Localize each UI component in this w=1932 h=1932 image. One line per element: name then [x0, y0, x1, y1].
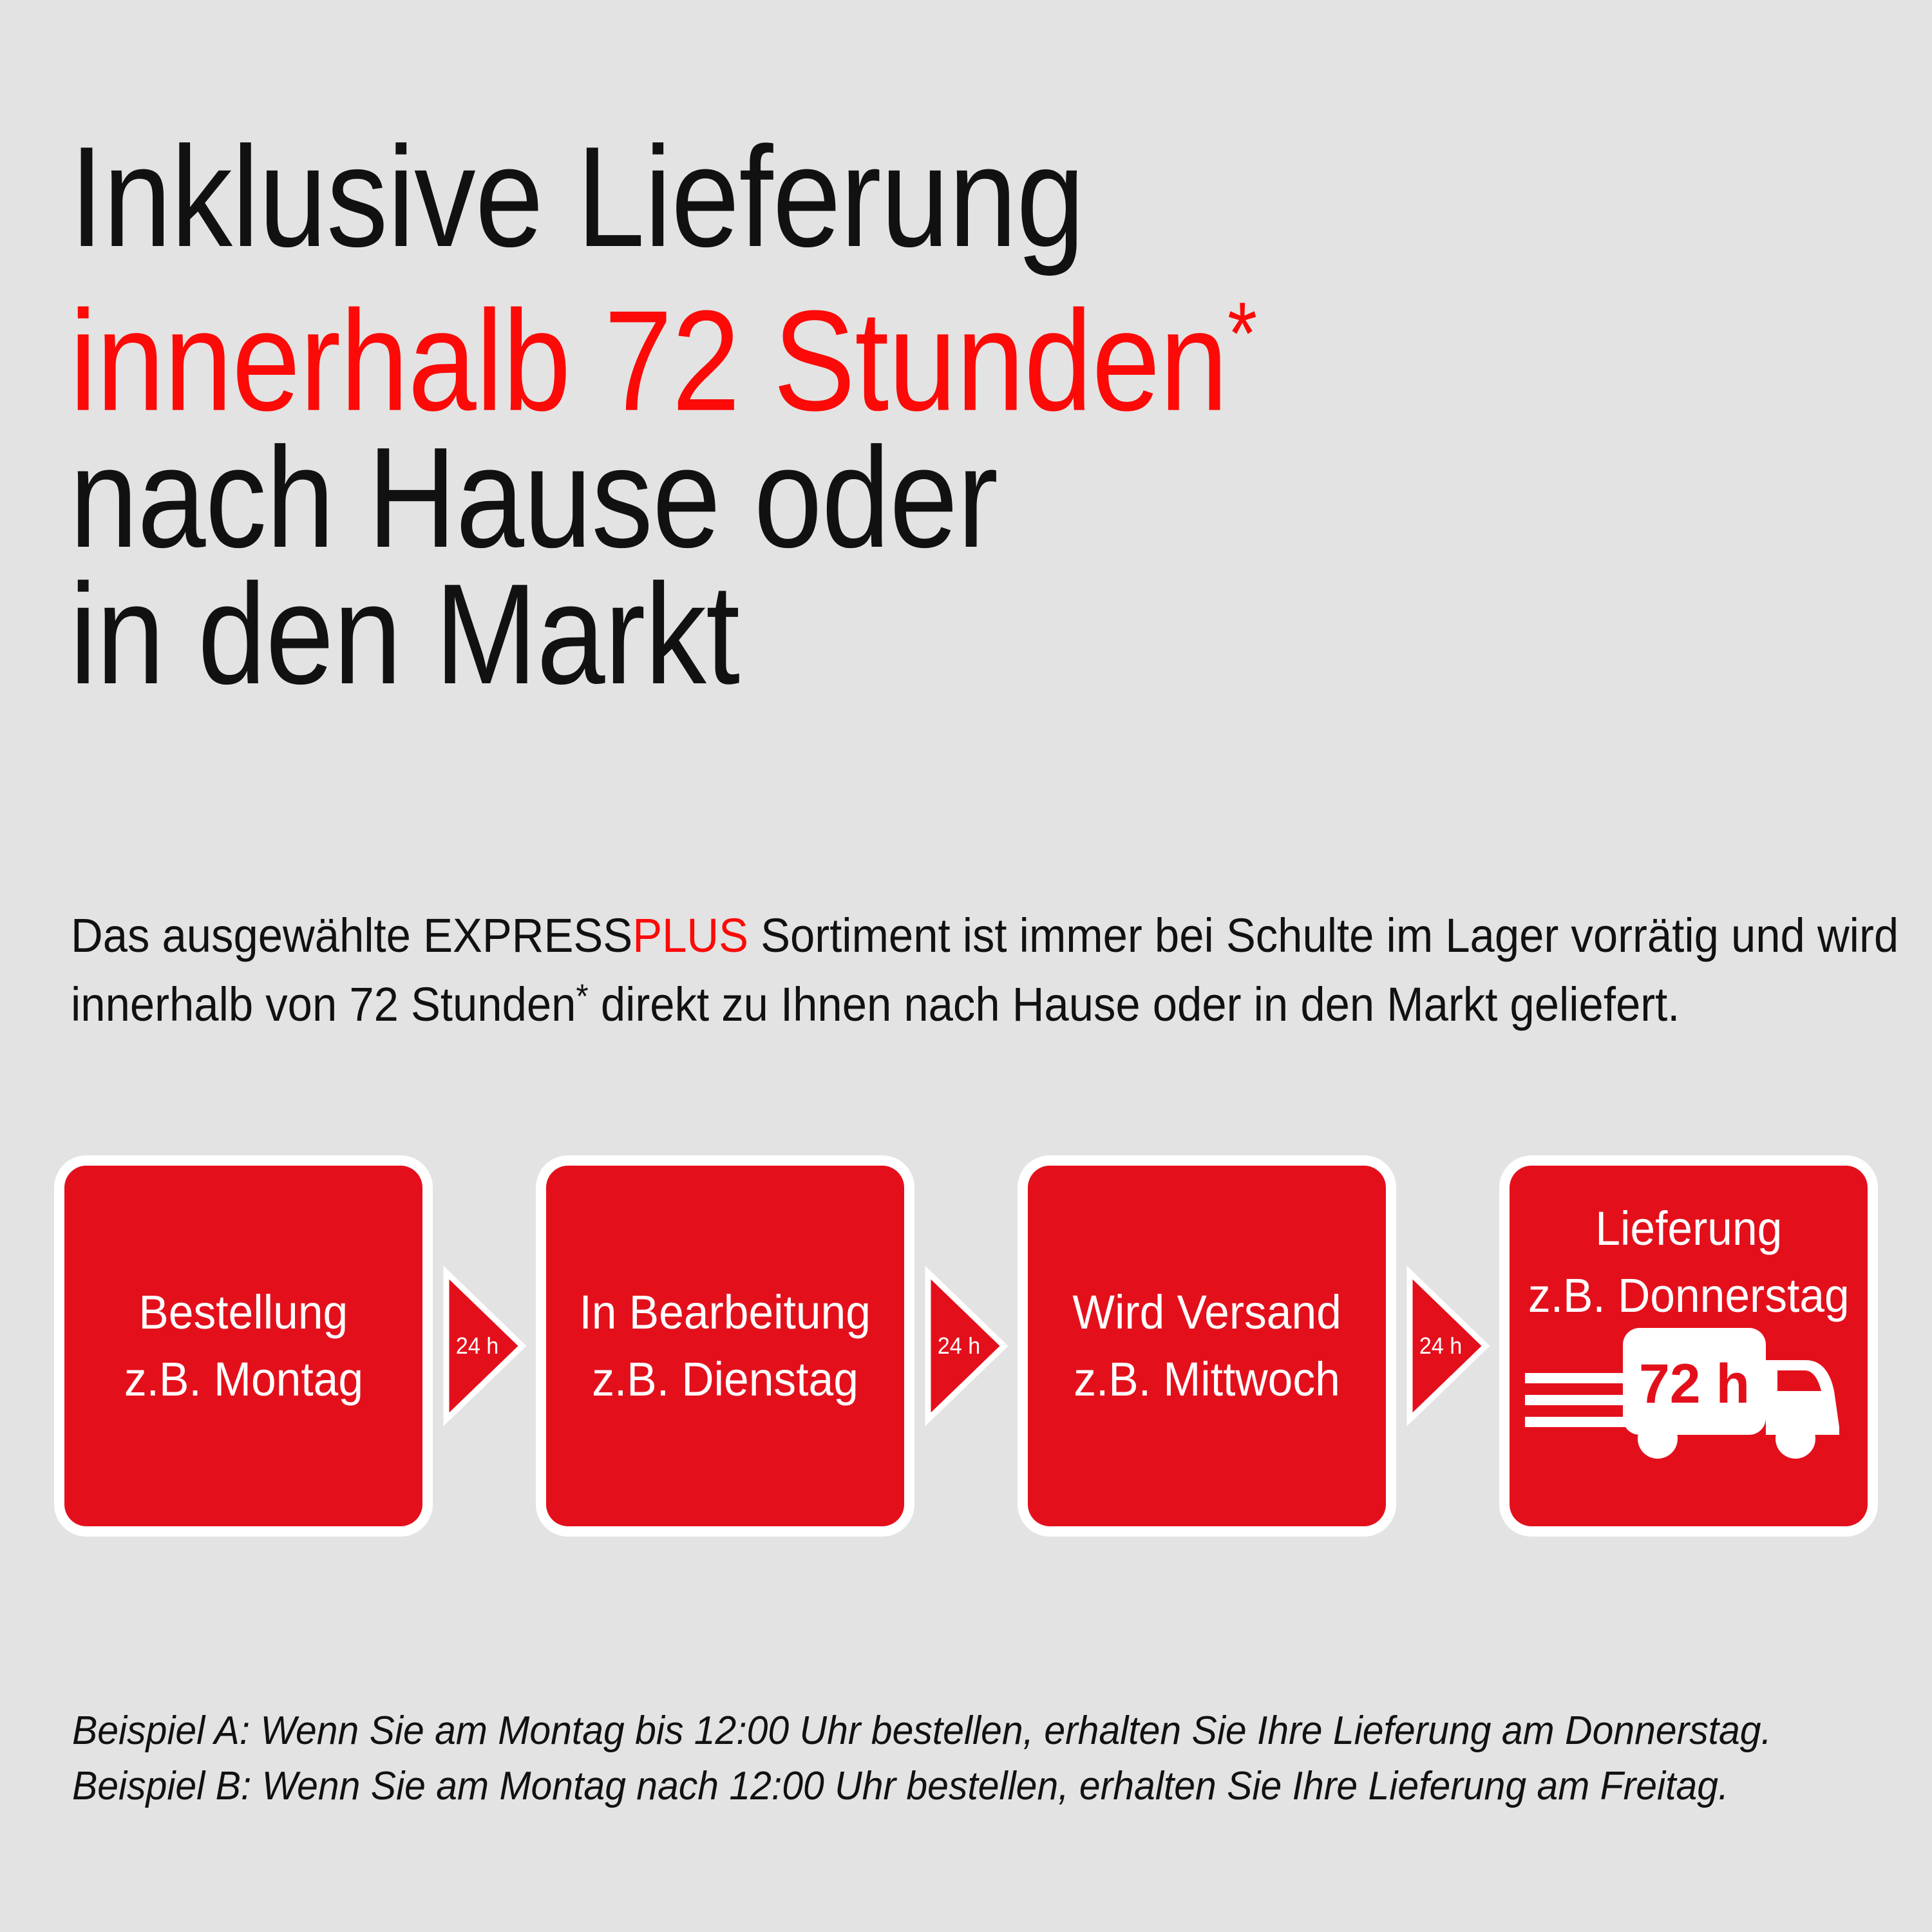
flow-step-bestellung[interactable]: Bestellung z.B. Montag — [64, 1166, 422, 1526]
flow-connector-3: 24 h — [1386, 1166, 1510, 1526]
flow-step-2-subtitle: z.B. Dienstag — [592, 1352, 858, 1406]
process-flow: Bestellung z.B. Montag 24 h In Bearbeitu… — [64, 1166, 1868, 1526]
brand-express-label: EXPRESS — [423, 909, 633, 962]
flow-step-4-title: Lieferung — [1595, 1202, 1783, 1255]
headline-line-2-text: innerhalb 72 Stunden — [70, 281, 1228, 441]
headline-line-2: innerhalb 72 Stunden* — [70, 265, 1620, 433]
intro-asterisk: * — [576, 978, 589, 1016]
flow-step-3-subtitle: z.B. Mittwoch — [1074, 1352, 1340, 1406]
arrow-right-icon: 24 h — [443, 1265, 527, 1426]
intro-line-2-before: innerhalb von 72 Stunden — [71, 978, 576, 1032]
headline-asterisk: * — [1227, 284, 1258, 383]
footnote-beispiel-b: Beispiel B: Wenn Sie am Montag nach 12:0… — [72, 1764, 1729, 1808]
truck-hours-label: 72 h — [1639, 1353, 1750, 1415]
flow-step-2-title: In Bearbeitung — [579, 1285, 871, 1339]
flow-step-in-bearbeitung[interactable]: In Bearbeitung z.B. Dienstag — [546, 1166, 904, 1526]
intro-paragraph: Das ausgewählte EXPRESSPLUS Sortiment is… — [71, 905, 1899, 1035]
flow-step-wird-versand[interactable]: Wird Versand z.B. Mittwoch — [1028, 1166, 1386, 1526]
flow-connector-1: 24 h — [422, 1166, 546, 1526]
flow-step-1-title: Bestellung — [138, 1285, 348, 1339]
intro-line-1: Das ausgewählte EXPRESSPLUS Sortiment is… — [71, 905, 1899, 966]
footnotes-block: Beispiel A: Wenn Sie am Montag bis 12:00… — [72, 1703, 1875, 1814]
flow-step-4-subtitle: z.B. Donnerstag — [1528, 1269, 1850, 1322]
headline-block: Inklusive Lieferung innerhalb 72 Stunden… — [70, 117, 1873, 714]
intro-text-after: Sortiment ist immer bei Schulte im Lager… — [748, 909, 1899, 962]
arrow-right-icon: 24 h — [1406, 1265, 1490, 1426]
intro-line-2: innerhalb von 72 Stunden* direkt zu Ihne… — [71, 966, 1742, 1035]
flow-step-lieferung[interactable]: Lieferung z.B. Donnerstag — [1510, 1166, 1868, 1526]
brand-plus-label: PLUS — [632, 909, 748, 962]
footnote-beispiel-a: Beispiel A: Wenn Sie am Montag bis 12:00… — [72, 1709, 1772, 1753]
delivery-truck-icon: 72 h — [1525, 1324, 1852, 1476]
headline-line-3: nach Hause oder — [70, 417, 998, 578]
flow-step-1-subtitle: z.B. Montag — [124, 1352, 363, 1406]
intro-line-2-after: direkt zu Ihnen nach Hause oder in den M… — [588, 978, 1680, 1032]
flow-connector-2: 24 h — [904, 1166, 1028, 1526]
headline-line-4: in den Markt — [70, 554, 740, 714]
headline-line-1: Inklusive Lieferung — [70, 117, 1084, 277]
arrow-right-icon: 24 h — [925, 1265, 1009, 1426]
flow-step-3-title: Wird Versand — [1072, 1285, 1341, 1339]
intro-text-before: Das ausgewählte — [71, 909, 424, 962]
